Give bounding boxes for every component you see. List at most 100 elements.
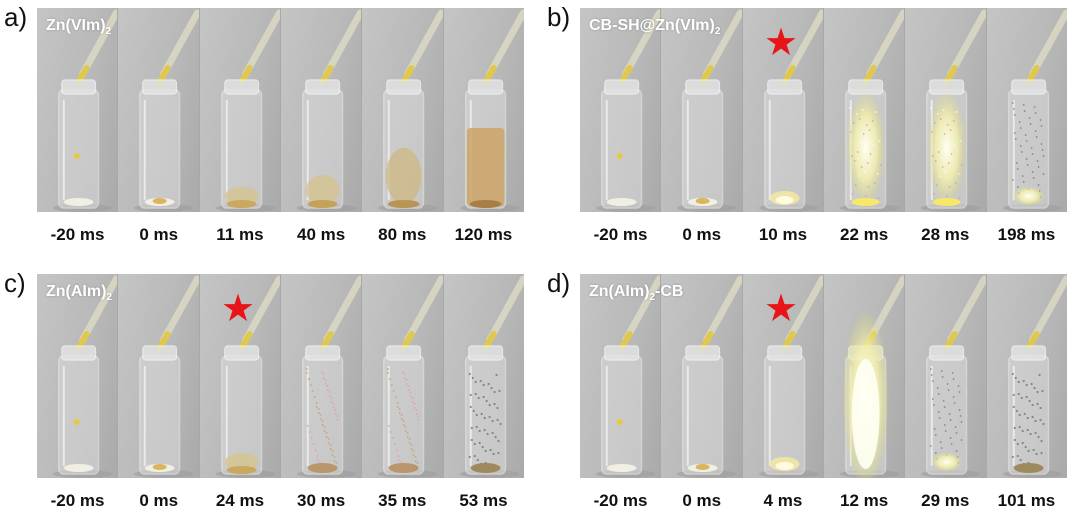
vial-photo — [52, 9, 118, 212]
vial — [1007, 79, 1049, 209]
vial — [220, 79, 262, 209]
pipette — [319, 9, 362, 85]
pipette — [319, 275, 362, 351]
vial-photo — [758, 9, 823, 212]
time-label: 30 ms — [297, 491, 346, 510]
panel-letter: d) — [547, 268, 571, 298]
sample-name-main: Zn(AIm) — [589, 283, 650, 300]
panel-letter: b) — [547, 2, 571, 32]
ignition-star-icon: ★ — [221, 288, 256, 330]
panel-a: a) Zn(VIm)2 -20 ms 0 ms 11 ms 40 ms 80 ms 120 m… — [0, 0, 525, 266]
vial — [302, 345, 344, 475]
video-frame — [823, 8, 906, 212]
time-axis: -20 ms 0 ms 24 ms 30 ms 35 ms 53 ms — [37, 491, 524, 511]
time-label: 11 ms — [216, 225, 264, 244]
time-label: 0 ms — [139, 225, 179, 244]
vial — [139, 345, 181, 475]
panel-b: b) CB-SH@Zn(VIm)2 ★ -20 ms 0 ms 10 ms 22 ms 28 … — [543, 0, 1068, 266]
video-frame — [362, 274, 444, 478]
sample-name-subscript: 2 — [106, 292, 112, 304]
time-axis: -20 ms 0 ms 11 ms 40 ms 80 ms 120 ms — [37, 225, 524, 245]
vial — [763, 345, 805, 475]
sample-name-main: CB-SH@Zn(VIm) — [589, 17, 715, 34]
pipette — [482, 9, 524, 85]
video-frame — [118, 8, 200, 212]
vial-photo — [595, 9, 661, 212]
vial — [58, 79, 100, 209]
time-label: 35 ms — [378, 491, 427, 510]
photo-strip — [37, 274, 524, 478]
video-frame — [580, 8, 662, 212]
sample-name-subscript: 2 — [714, 26, 721, 38]
pipette — [943, 275, 986, 351]
pipette — [700, 275, 742, 351]
vial-photo — [134, 9, 199, 212]
video-frame — [37, 8, 119, 212]
video-frame — [661, 274, 743, 478]
video-frame — [443, 274, 524, 478]
vial-photo — [839, 9, 905, 212]
video-frame — [37, 274, 119, 478]
pipette — [157, 275, 199, 351]
pipette — [157, 9, 199, 85]
sample-name-main: Zn(VIm) — [46, 17, 106, 34]
time-label: 0 ms — [682, 225, 722, 244]
panel-c: c) Zn(AIm)2 ★ -20 ms 0 ms 24 ms 30 ms 35 ms 53 m… — [0, 266, 525, 532]
pipette — [943, 9, 986, 85]
time-label: 10 ms — [758, 225, 808, 244]
video-frame — [742, 274, 824, 478]
time-label: 120 ms — [454, 225, 513, 244]
video-frame — [986, 274, 1067, 478]
video-frame — [443, 8, 524, 212]
ignition-star-icon: ★ — [764, 288, 799, 330]
time-label: -20 ms — [593, 491, 648, 510]
vial-photo — [921, 9, 986, 212]
video-frame — [199, 8, 281, 212]
video-frame — [280, 274, 363, 478]
vial-photo — [1002, 275, 1067, 478]
time-label: -20 ms — [50, 491, 105, 510]
vial-photo — [378, 9, 443, 212]
pipette — [238, 9, 280, 85]
vial — [220, 345, 262, 475]
photo-strip — [37, 8, 524, 212]
pipette — [482, 275, 524, 351]
video-frame — [742, 8, 824, 212]
vial-photo — [677, 275, 742, 478]
vial — [601, 345, 643, 475]
panel-letter: c) — [4, 268, 26, 298]
vial-photo — [296, 275, 362, 478]
pipette — [862, 9, 905, 85]
vial-photo — [1002, 9, 1067, 212]
sample-name: CB-SH@Zn(VIm)2 — [589, 17, 720, 37]
vial — [926, 345, 968, 475]
sample-name-subscript: 2 — [105, 26, 112, 38]
vial-photo — [215, 9, 280, 212]
vial-photo — [215, 275, 280, 478]
time-label: 4 ms — [763, 491, 803, 510]
video-frame — [280, 8, 363, 212]
time-label: 0 ms — [139, 491, 179, 510]
panel-d: d) Zn(AIm)2-CB ★ -20 ms 0 ms 4 ms 12 ms 29 ms 10… — [543, 266, 1068, 532]
sample-name-main: Zn(AIm) — [46, 283, 107, 300]
vial-photo — [134, 275, 199, 478]
vial-photo — [459, 9, 524, 212]
time-label: 28 ms — [921, 225, 970, 244]
video-frame — [823, 274, 906, 478]
video-frame — [118, 274, 200, 478]
time-label: 22 ms — [840, 225, 889, 244]
vial — [682, 345, 724, 475]
vial — [763, 79, 805, 209]
vial-photo — [595, 275, 661, 478]
vial — [464, 345, 506, 475]
vial-photo — [839, 275, 905, 478]
vial-photo — [677, 9, 742, 212]
time-label: -20 ms — [50, 225, 105, 244]
vial-photo — [921, 275, 986, 478]
vial — [58, 345, 100, 475]
vial-photo — [378, 275, 443, 478]
vial-photo — [459, 275, 524, 478]
time-label: 53 ms — [459, 491, 508, 510]
sample-name: Zn(VIm)2 — [46, 17, 111, 37]
time-label: 101 ms — [997, 491, 1056, 510]
